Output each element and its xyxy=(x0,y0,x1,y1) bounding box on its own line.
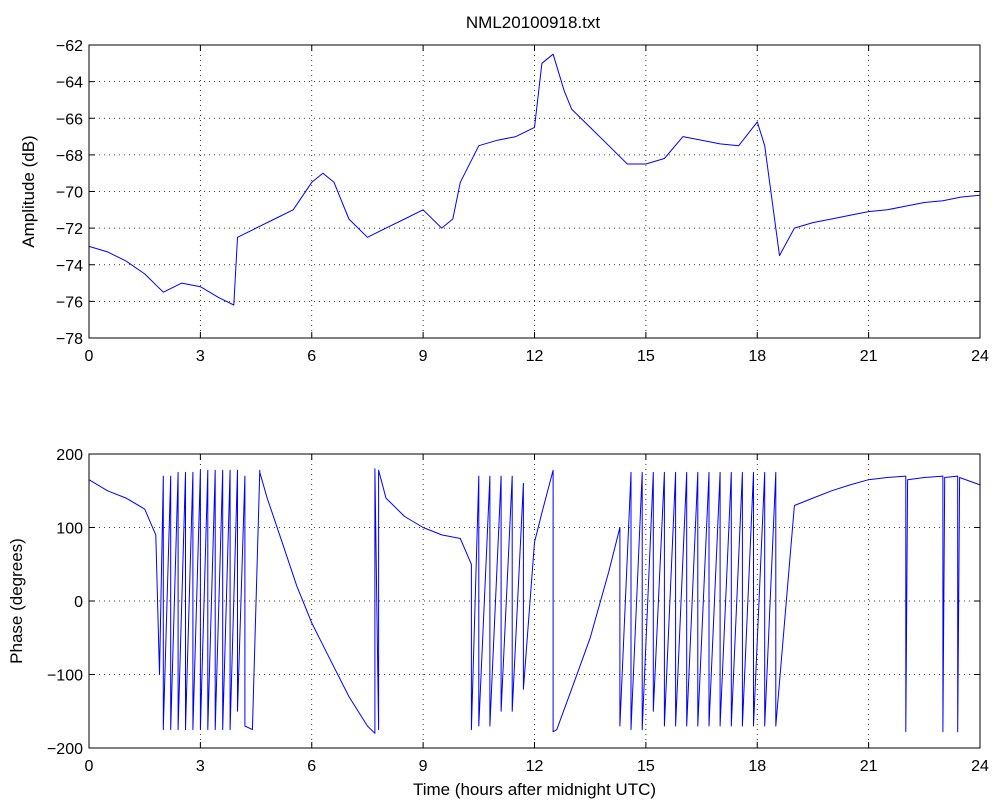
phase-ytick-label: 100 xyxy=(56,521,83,538)
amplitude-ytick-label: −64 xyxy=(56,75,83,92)
amplitude-series-line xyxy=(88,53,981,306)
phase-ylabel: Phase (degrees) xyxy=(7,538,26,664)
amplitude-xtick-label: 21 xyxy=(860,348,878,365)
amplitude-xtick-label: 24 xyxy=(971,348,989,365)
phase-xtick-label: 18 xyxy=(748,758,766,775)
phase-ytick-label: −200 xyxy=(47,741,83,758)
phase-ytick-label: 200 xyxy=(56,447,83,464)
amplitude-ylabel: Amplitude (dB) xyxy=(19,135,38,247)
amplitude-ytick-label: −74 xyxy=(56,258,83,275)
phase-xtick-label: 12 xyxy=(526,758,544,775)
amplitude-xtick-label: 18 xyxy=(748,348,766,365)
phase-xtick-label: 3 xyxy=(196,758,205,775)
phase-xtick-label: 9 xyxy=(419,758,428,775)
amplitude-xtick-label: 0 xyxy=(85,348,94,365)
amplitude-ytick-label: −70 xyxy=(56,185,83,202)
amplitude-ytick-label: −62 xyxy=(56,38,83,55)
phase-xtick-label: 15 xyxy=(637,758,655,775)
phase-xlabel: Time (hours after midnight UTC) xyxy=(413,780,656,799)
amplitude-xtick-label: 3 xyxy=(196,348,205,365)
phase-xtick-label: 6 xyxy=(307,758,316,775)
amplitude-ytick-label: −72 xyxy=(56,221,83,238)
phase-series-line xyxy=(88,468,981,734)
amplitude-xtick-label: 9 xyxy=(419,348,428,365)
amplitude-ytick-label: −68 xyxy=(56,148,83,165)
amplitude-ytick-label: −66 xyxy=(56,111,83,128)
phase-ytick-label: −100 xyxy=(47,668,83,685)
amplitude-axes: 0 3 6 9 12 15 18 21 24 −78 −76 −74 −72 −70 −68 −66 −64 −6… xyxy=(19,38,989,365)
phase-axes: 0 3 6 9 12 15 18 21 24 −200 −100 0 100 200 Phase (degr… xyxy=(7,447,989,799)
amplitude-ytick-label: −76 xyxy=(56,294,83,311)
amplitude-xtick-label: 12 xyxy=(526,348,544,365)
figure-title: NML20100918.txt xyxy=(466,13,600,32)
phase-xtick-label: 21 xyxy=(860,758,878,775)
phase-xtick-label: 24 xyxy=(971,758,989,775)
amplitude-xtick-label: 6 xyxy=(307,348,316,365)
amplitude-xtick-label: 15 xyxy=(637,348,655,365)
phase-xtick-label: 0 xyxy=(85,758,94,775)
phase-ytick-label: 0 xyxy=(74,594,83,611)
amplitude-ytick-label: −78 xyxy=(56,331,83,348)
